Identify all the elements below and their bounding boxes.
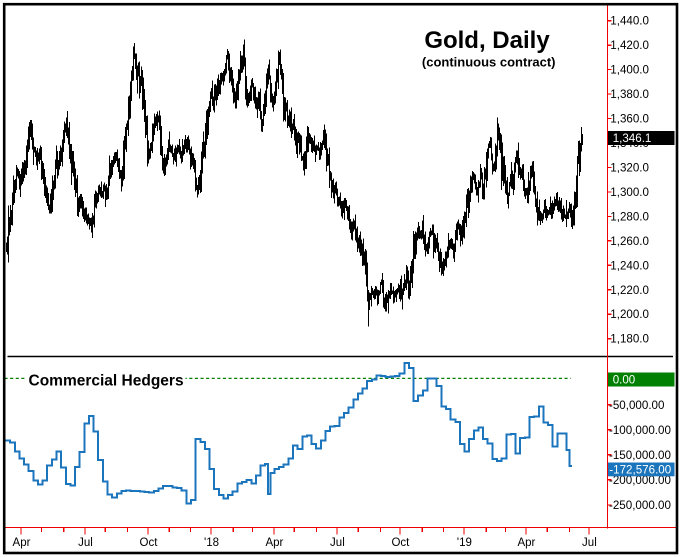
svg-text:'19: '19 [457, 537, 472, 549]
svg-text:(continuous contract): (continuous contract) [422, 55, 556, 70]
svg-text:Commercial Hedgers: Commercial Hedgers [29, 373, 184, 390]
svg-text:1,200.0: 1,200.0 [610, 308, 649, 321]
svg-text:1,400.0: 1,400.0 [610, 64, 649, 77]
svg-text:-200,000.00: -200,000.00 [609, 474, 671, 487]
svg-text:Jul: Jul [582, 537, 597, 549]
svg-text:1,440.0: 1,440.0 [610, 15, 649, 28]
svg-text:-150,000.00: -150,000.00 [609, 449, 671, 462]
svg-text:1,346.1: 1,346.1 [613, 132, 652, 145]
svg-text:Jul: Jul [78, 537, 93, 549]
svg-text:0.00: 0.00 [613, 374, 636, 387]
svg-text:-250,000.00: -250,000.00 [609, 499, 671, 512]
svg-text:1,300.0: 1,300.0 [610, 186, 649, 199]
svg-text:1,360.0: 1,360.0 [610, 113, 649, 126]
svg-text:Oct: Oct [391, 537, 410, 549]
svg-text:-100,000.00: -100,000.00 [609, 424, 671, 437]
svg-text:Apr: Apr [265, 537, 283, 549]
svg-text:Oct: Oct [140, 537, 159, 549]
svg-text:1,420.0: 1,420.0 [610, 39, 649, 52]
svg-text:-172,576.00: -172,576.00 [609, 463, 671, 476]
svg-text:1,180.0: 1,180.0 [610, 333, 649, 346]
svg-text:1,320.0: 1,320.0 [610, 162, 649, 175]
svg-text:1,220.0: 1,220.0 [610, 284, 649, 297]
svg-text:'18: '18 [204, 537, 219, 549]
svg-text:Apr: Apr [517, 537, 535, 549]
svg-text:Jul: Jul [330, 537, 345, 549]
svg-text:1,260.0: 1,260.0 [610, 235, 649, 248]
svg-text:Gold, Daily: Gold, Daily [424, 27, 550, 54]
svg-text:1,380.0: 1,380.0 [610, 88, 649, 101]
svg-text:1,280.0: 1,280.0 [610, 210, 649, 223]
svg-text:Apr: Apr [13, 537, 31, 549]
svg-text:-50,000.00: -50,000.00 [609, 399, 664, 412]
svg-text:1,240.0: 1,240.0 [610, 259, 649, 272]
